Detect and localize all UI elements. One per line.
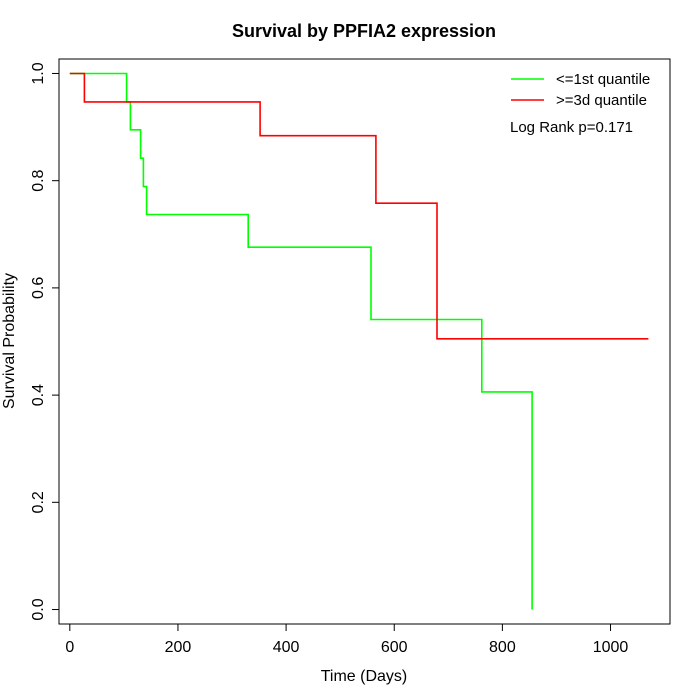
legend: <=1st quantile >=3d quantile <box>511 71 650 109</box>
legend-label: <=1st quantile <box>556 71 650 88</box>
y-tick-label: 1.0 <box>30 62 47 84</box>
y-tick-label: 0.4 <box>30 384 47 406</box>
y-tick-label: 0.8 <box>30 169 47 191</box>
log-rank-annotation: Log Rank p=0.171 <box>510 119 633 136</box>
plot-frame <box>58 58 671 625</box>
y-axis: 0.0 0.2 0.4 0.6 0.8 1.0 <box>30 62 60 621</box>
x-tick-label: 0 <box>65 639 74 656</box>
x-tick-label: 800 <box>489 639 516 656</box>
x-axis-label: Time (Days) <box>321 668 408 685</box>
legend-label: >=3d quantile <box>556 92 647 109</box>
y-tick-label: 0.0 <box>30 598 47 620</box>
chart-title: Survival by PPFIA2 expression <box>232 21 496 41</box>
series-line-2 <box>69 72 649 340</box>
x-tick-label: 1000 <box>593 639 629 656</box>
y-tick-label: 0.6 <box>30 277 47 299</box>
x-tick-label: 600 <box>381 639 408 656</box>
y-axis-label: Survival Probability <box>1 273 18 409</box>
series-layer <box>69 72 649 610</box>
y-tick-label: 0.2 <box>30 491 47 513</box>
x-tick-label: 200 <box>165 639 192 656</box>
series-line-1 <box>69 72 533 610</box>
x-tick-label: 400 <box>273 639 300 656</box>
x-axis: 0 200 400 600 800 1000 <box>65 623 629 656</box>
